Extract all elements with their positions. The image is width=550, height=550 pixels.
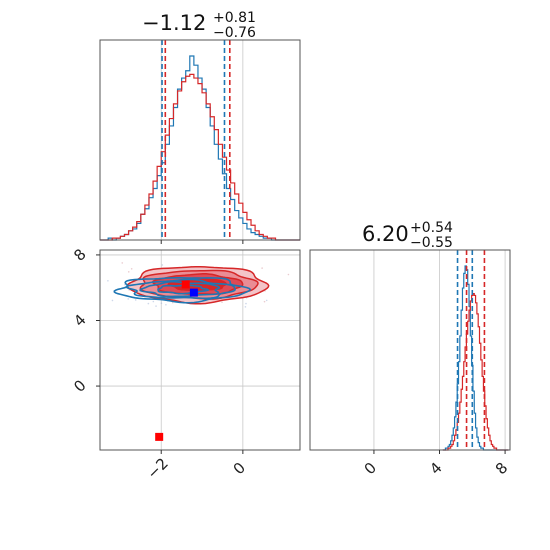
sample-point — [155, 305, 157, 307]
title-p1: −1.12 — [142, 11, 206, 35]
sample-point — [165, 303, 167, 306]
hist-p1-quantile-lines — [161, 40, 231, 240]
sample-point — [134, 299, 137, 301]
hist-p2-x-tick-label: 8 — [492, 459, 511, 478]
sample-point — [245, 302, 247, 305]
sample-point — [263, 300, 266, 303]
sample-point — [221, 301, 223, 303]
twod-x-tick-label: −2 — [144, 454, 172, 482]
title-p1-sup: +0.81 — [213, 10, 256, 26]
twod-frame — [99, 249, 301, 451]
hist-p2-red-series — [442, 293, 509, 451]
hist-p2-frame — [309, 249, 511, 451]
sample-point — [160, 302, 163, 305]
marker-red — [155, 432, 164, 441]
blue-contour-level — [139, 280, 221, 298]
hist-p2-blue-series — [442, 265, 509, 451]
sample-point — [147, 302, 150, 305]
marker-blue — [189, 288, 198, 297]
panel-hist-p1: −1.12 +0.81 −0.76 — [99, 10, 301, 244]
sample-point — [265, 299, 268, 302]
hist-p1-steps — [100, 55, 300, 241]
hist-p2-grid — [373, 250, 506, 450]
sample-point — [161, 264, 164, 266]
title-p2-sub: −0.55 — [410, 235, 453, 251]
sample-point — [287, 273, 290, 276]
marker-red — [181, 280, 190, 289]
sample-point — [171, 301, 174, 304]
hist-p2-quantile-lines — [456, 250, 486, 450]
hist-p2-steps — [442, 265, 509, 451]
title-p2-sup: +0.54 — [410, 220, 453, 236]
panel-2d: −2 0 0 4 8 — [70, 245, 301, 483]
sample-point — [121, 262, 124, 264]
sample-point — [127, 298, 130, 300]
sample-point — [111, 299, 114, 302]
hist-p1-grid — [160, 40, 244, 240]
sample-point — [152, 300, 155, 303]
twod-markers — [155, 280, 198, 441]
hist-p1-frame — [99, 39, 301, 241]
title-p2: 6.20 — [362, 222, 409, 246]
blue-contour-level — [125, 278, 236, 300]
title-p1-sub: −0.76 — [213, 25, 256, 41]
sample-point — [261, 267, 263, 269]
hist-p1-red-series — [100, 73, 300, 241]
hist-p2-x-tick-label: 4 — [426, 459, 445, 478]
sample-point — [107, 279, 109, 282]
twod-x-tick-label: 0 — [230, 459, 249, 478]
twod-contours — [113, 266, 270, 305]
sample-point — [127, 271, 130, 273]
sample-point — [130, 267, 133, 270]
twod-y-tick-label: 8 — [70, 245, 89, 264]
panel-hist-p2: 0 4 8 6.20 +0.54 −0.55 — [309, 220, 511, 478]
hist-p2-ticks: 0 4 8 — [361, 450, 511, 478]
sample-point — [244, 306, 247, 308]
hist-p1-ticks — [160, 240, 244, 244]
twod-y-tick-label: 4 — [70, 311, 89, 330]
hist-p2-x-tick-label: 0 — [361, 459, 380, 478]
twod-y-tick-label: 0 — [70, 376, 89, 395]
